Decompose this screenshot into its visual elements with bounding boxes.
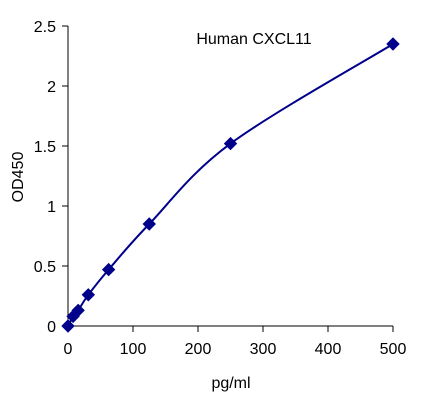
axes [67,26,393,327]
x-tick-label: 200 [185,341,212,358]
y-tick-label: 0.5 [34,259,56,276]
x-tick-label: 400 [315,341,342,358]
data-point [223,136,238,151]
x-tick-label: 0 [64,341,73,358]
y-tick-label: 1 [47,199,56,216]
y-tick-label: 2 [47,79,56,96]
x-tick-label: 300 [250,341,277,358]
ticks [62,25,394,332]
x-tick-label: 500 [380,341,407,358]
fit-curve [67,43,394,327]
data-point [61,319,75,333]
y-tick-label: 2.5 [34,19,56,36]
chart-title: Human CXCL11 [196,31,311,48]
data-point [71,303,85,318]
x-tick-label: 100 [120,341,147,358]
data-point [386,37,400,51]
tick-labels: 0 100 200 300 400 500 0 0.5 1 1.5 2 2.5 [34,19,407,358]
data-point [81,288,96,302]
y-axis-label: OD450 [10,152,27,203]
data-points [61,37,400,333]
data-point [101,262,116,277]
y-tick-label: 0 [47,319,56,336]
data-point [142,217,156,231]
x-axis-label: pg/ml [211,375,250,392]
y-tick-label: 1.5 [34,139,56,156]
